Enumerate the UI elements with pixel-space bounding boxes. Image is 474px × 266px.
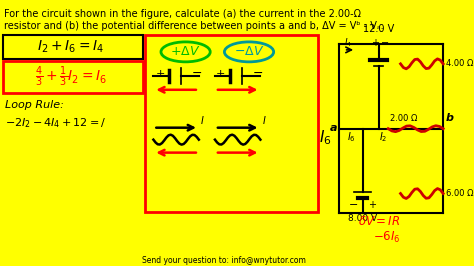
Text: 8.00 V: 8.00 V — [348, 214, 377, 223]
Text: 4.00 Ω: 4.00 Ω — [446, 59, 474, 68]
Text: resistor and (b) the potential difference between points a and b, ΔV = Vᵇ - Vₐ.: resistor and (b) the potential differenc… — [4, 21, 383, 31]
Text: $-2\mathit{I}_2 - 4\mathit{I}_4 + 12 = /$: $-2\mathit{I}_2 - 4\mathit{I}_4 + 12 = /… — [5, 116, 106, 130]
Text: $+\Delta V$: $+\Delta V$ — [171, 45, 201, 58]
Text: Loop Rule:: Loop Rule: — [5, 100, 64, 110]
Bar — [3, 61, 143, 93]
Text: −: − — [381, 38, 390, 48]
Text: $\mathit{I}_2$: $\mathit{I}_2$ — [379, 131, 387, 144]
Text: $\frac{4}{3}+\frac{1}{3}\mathit{I}_2 = \mathit{I}_6$: $\frac{4}{3}+\frac{1}{3}\mathit{I}_2 = \… — [35, 65, 107, 89]
Text: I: I — [262, 116, 265, 126]
Text: $- 6\mathit{I}_6$: $- 6\mathit{I}_6$ — [373, 230, 400, 245]
Text: −: − — [348, 201, 358, 210]
Text: For the circuit shown in the figure, calculate (a) the current in the 2.00-Ω: For the circuit shown in the figure, cal… — [4, 9, 361, 19]
Text: 12.0 V: 12.0 V — [363, 24, 394, 34]
Text: b: b — [446, 113, 454, 123]
Text: a: a — [329, 123, 337, 133]
Ellipse shape — [224, 42, 273, 62]
Text: $-\Delta V$: $-\Delta V$ — [234, 45, 264, 58]
Bar — [145, 35, 318, 213]
Text: +: + — [155, 69, 164, 79]
Text: $\delta V = IR$: $\delta V = IR$ — [358, 215, 400, 228]
Text: I: I — [201, 116, 204, 126]
Text: +: + — [216, 69, 225, 79]
Text: $\mathit{I}_6$: $\mathit{I}_6$ — [319, 128, 332, 147]
Text: 2.00 Ω: 2.00 Ω — [390, 114, 418, 123]
Text: $\mathit{I}_6$: $\mathit{I}_6$ — [346, 131, 356, 144]
Text: +: + — [371, 38, 379, 48]
Text: 6.00 Ω: 6.00 Ω — [446, 189, 474, 198]
Text: $\mathit{I}_2 + \mathit{I}_6 = \mathit{I}_4$: $\mathit{I}_2 + \mathit{I}_6 = \mathit{I… — [37, 39, 105, 55]
Text: −: − — [252, 67, 263, 80]
Text: +: + — [368, 201, 376, 210]
Text: −: − — [191, 67, 202, 80]
Ellipse shape — [161, 42, 210, 62]
Text: $\mathit{I}_4$: $\mathit{I}_4$ — [344, 37, 353, 49]
Bar — [3, 35, 143, 59]
Text: Send your question to: info@wnytutor.com: Send your question to: info@wnytutor.com — [143, 256, 306, 265]
